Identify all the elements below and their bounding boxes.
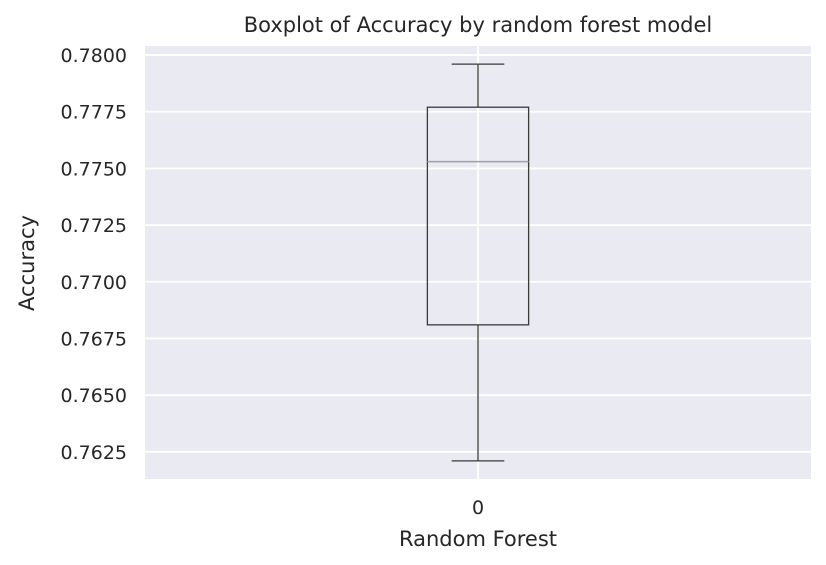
x-tick-labels: 0 (472, 497, 484, 519)
y-tick-label: 0.7800 (61, 45, 127, 67)
chart-title: Boxplot of Accuracy by random forest mod… (244, 13, 713, 37)
y-tick-label: 0.7750 (61, 158, 127, 180)
x-axis-label: Random Forest (399, 527, 557, 551)
y-tick-label: 0.7650 (61, 385, 127, 407)
y-tick-label: 0.7700 (61, 272, 127, 294)
y-tick-label: 0.7775 (61, 102, 127, 124)
box-series (426, 63, 530, 462)
y-tick-label: 0.7675 (61, 328, 127, 350)
y-axis-label: Accuracy (15, 215, 39, 311)
y-tick-label: 0.7725 (61, 215, 127, 237)
iqr-box (426, 106, 530, 326)
y-tick-labels: 0.7625 0.7650 0.7675 0.7700 0.7725 0.7750 0.77… (61, 45, 127, 464)
x-tick-label: 0 (472, 497, 484, 519)
y-tick-label: 0.7625 (61, 442, 127, 464)
